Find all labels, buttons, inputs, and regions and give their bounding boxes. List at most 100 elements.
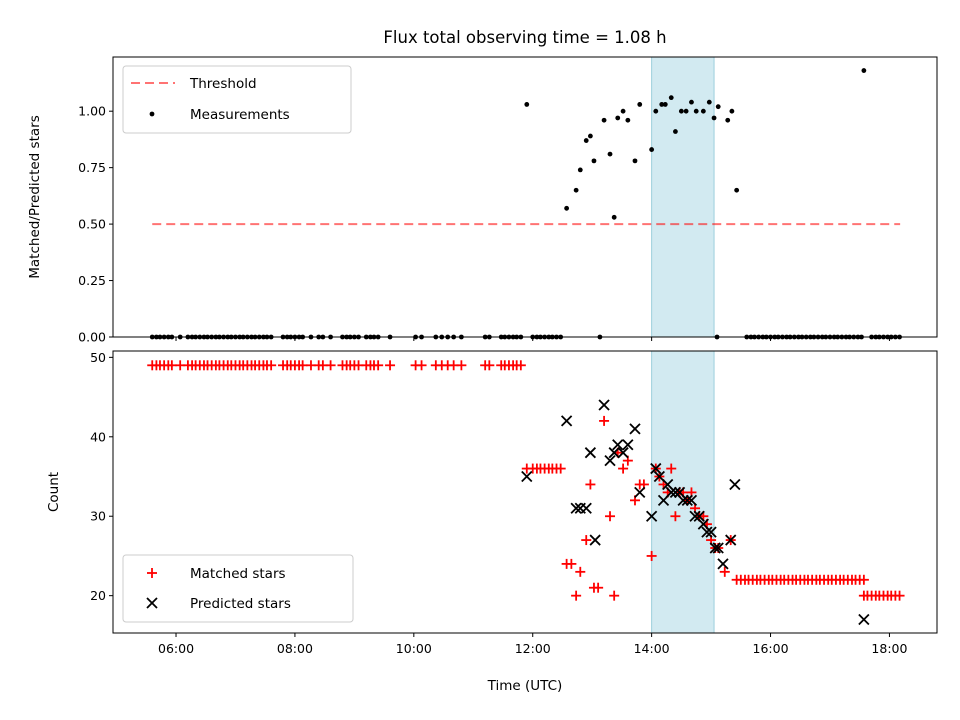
marker-stroke [858,613,870,626]
legend-predicted-swatch [146,597,158,609]
measurement-point [625,117,631,123]
x-axis-label: Time (UTC) [487,678,563,694]
predicted-star-point [677,494,689,506]
measurement-point [607,151,613,157]
predicted-star-point [560,415,573,427]
predicted-star-point [622,439,634,451]
measurement-point [583,138,589,143]
marker-stroke [669,486,682,499]
predicted-star-point [608,447,620,459]
marker-stroke [570,502,582,514]
predicted-star-point [570,502,582,514]
matched-star-point [646,550,657,561]
x-tick-label: 08:00 [277,641,313,656]
y-tick-label: 1.00 [78,104,106,119]
measurement-point [711,115,717,121]
chart-title: Flux total observing time = 1.08 h [383,28,666,47]
predicted-star-point [612,439,624,451]
predicted-star-point [617,447,629,459]
measurement-point [615,115,621,121]
matched-star-point [599,415,610,426]
marker-stroke [693,510,705,522]
matched-star-point [456,360,467,371]
measurement-point [653,108,659,114]
marker-stroke [598,399,610,411]
measurement-point [683,108,689,114]
predicted-star-point [598,399,610,411]
count-points [147,360,905,626]
measurement-point [573,187,579,193]
y-tick-label: 30 [90,509,106,524]
matched-star-point [373,360,384,371]
legend-matched-label: Matched stars [190,566,286,582]
y-tick-label: 0.00 [78,330,106,345]
predicted-star-point [629,423,641,435]
marker-stroke [629,423,641,435]
predicted-star-point [589,534,601,546]
measurement-point [611,214,617,220]
matched-star-point [581,535,592,546]
matched-star-point [666,463,677,474]
matched-star-point [618,463,629,474]
measurement-point [715,104,721,110]
matched-star-point [670,511,681,522]
measurement-point [524,102,530,107]
marker-stroke [653,470,665,483]
bottom-panel: 20 30 40 50 06:00 08:00 10:00 12:00 14:00 16:00 1… [46,337,938,694]
marker-stroke [729,478,741,491]
marker-stroke [622,439,634,451]
matched-star-point [515,360,526,371]
marker-stroke [677,494,689,506]
legend-measurements-label: Measurements [190,107,290,123]
marker-stroke [712,542,724,554]
marker-stroke [604,454,616,467]
predicted-star-point [580,502,592,514]
predicted-star-point [693,510,705,522]
matched-star-point [325,360,336,371]
marker-stroke [665,486,677,499]
marker-stroke [725,534,737,546]
matched-star-point [609,590,620,601]
legend-measurement-swatch [149,111,155,117]
marker-stroke [673,486,686,499]
matched-star-point [585,479,596,490]
measurement-point [678,108,684,114]
x-tick-label: 14:00 [634,641,670,656]
legend-matched-swatch [147,568,157,578]
x-tick-label: 16:00 [753,641,789,656]
y-tick-label: 0.25 [78,273,106,288]
measurement-point [637,102,643,107]
x-tick-label: 06:00 [158,641,194,656]
measurement-point [662,102,668,107]
matched-star-point [385,360,396,371]
top-y-axis-label: Matched/Predicted stars [27,115,43,278]
predicted-star-point [650,462,662,475]
measurement-point [591,158,597,164]
measurement-point [706,99,712,105]
y-tick-label: 50 [90,350,106,365]
matched-star-point [566,558,577,569]
marker-stroke [521,470,533,483]
matched-star-point [858,574,869,585]
top-legend: Threshold Measurements [122,65,352,134]
marker-stroke [608,447,620,459]
matched-star-point [266,360,277,371]
matched-star-point [719,566,730,577]
marker-stroke [560,415,573,427]
legend-predicted-label: Predicted stars [190,596,291,612]
bottom-y-axis-ticks: 20 30 40 50 [90,350,113,603]
measurement-point [689,99,694,105]
measurement-point [673,129,678,134]
marker-stroke [701,526,713,538]
predicted-star-point [645,510,658,522]
measurement-point [861,68,867,73]
matched-star-point [416,360,427,371]
legend-threshold-label: Threshold [189,76,257,92]
top-y-axis-ticks: 0.00 0.25 0.50 0.75 1.00 [78,104,113,345]
marker-stroke [589,534,601,546]
measurement-point [620,108,626,114]
predicted-star-point [858,613,870,626]
measurement-point [734,187,740,193]
matched-star-point [484,360,495,371]
measurement-point [577,167,583,173]
